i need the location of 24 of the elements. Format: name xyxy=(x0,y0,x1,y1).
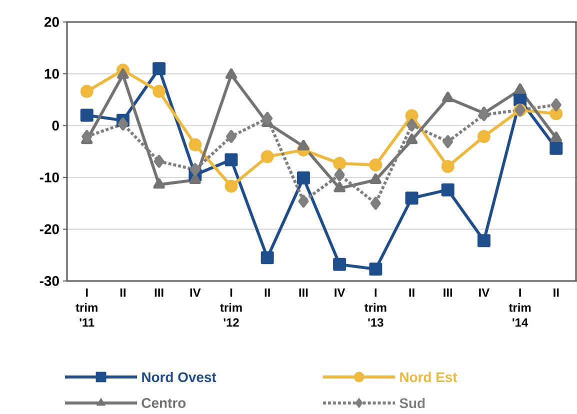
text: Nord Ovest xyxy=(142,372,216,382)
x-tick-label: I trim '13 xyxy=(364,288,386,327)
x-tick-label: III xyxy=(299,288,308,297)
x-tick-label: IV xyxy=(190,288,201,297)
x-tick-label: II xyxy=(264,288,270,297)
text: Sud xyxy=(400,398,425,408)
x-tick-label: II xyxy=(120,288,126,297)
x-tick-label: I trim '12 xyxy=(220,288,242,327)
text: Nord Est xyxy=(400,372,458,382)
x-tick-label: II xyxy=(409,288,414,297)
y-tick-label: 20 xyxy=(44,17,59,27)
y-tick-label: 0 xyxy=(52,120,59,131)
x-tick-label: II xyxy=(554,288,559,297)
y-tick-label: 10 xyxy=(44,68,59,79)
x-tick-label: I trim '11 xyxy=(76,288,98,327)
y-tick-label: -10 xyxy=(40,172,59,182)
x-tick-label: III xyxy=(444,288,452,297)
x-tick-label: I trim '14 xyxy=(508,288,531,327)
x-tick-label: IV xyxy=(334,288,346,297)
x-tick-label: III xyxy=(154,288,164,297)
text: Centro xyxy=(142,398,186,408)
y-tick-label: -30 xyxy=(40,276,59,286)
x-tick-label: IV xyxy=(479,288,490,297)
y-tick-label: -20 xyxy=(40,224,59,234)
